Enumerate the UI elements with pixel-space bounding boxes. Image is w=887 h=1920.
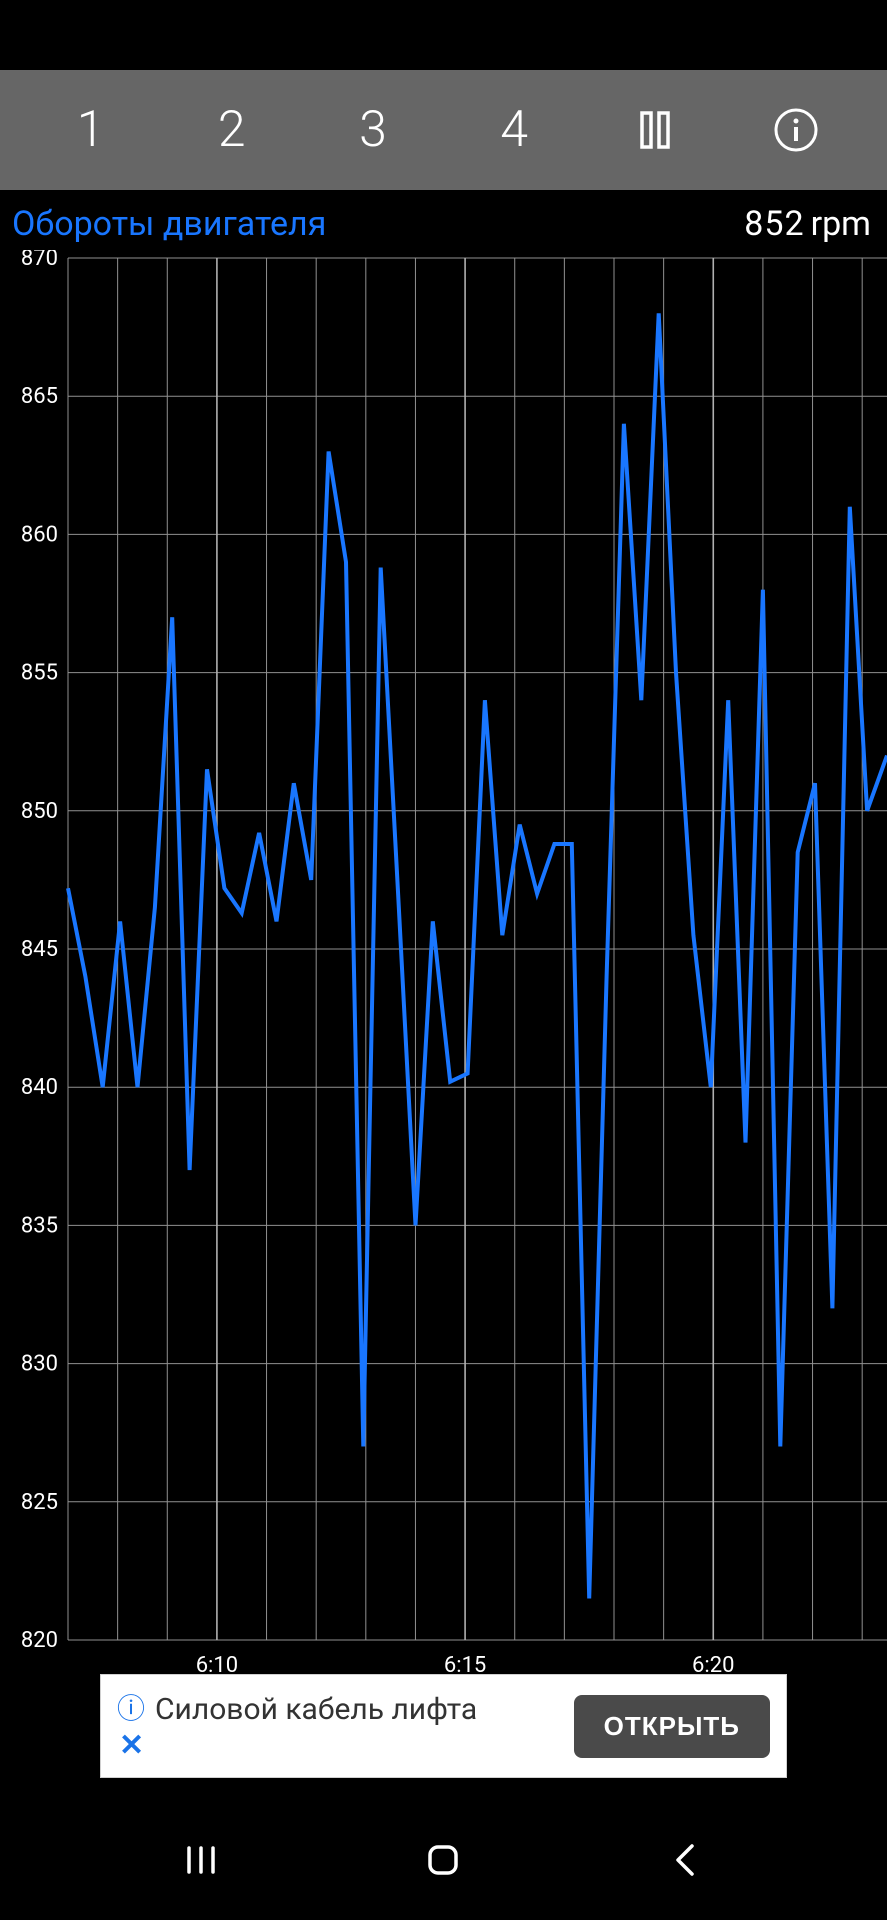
svg-text:840: 840: [21, 1075, 58, 1100]
tab-3[interactable]: 3: [302, 70, 443, 190]
svg-text:845: 845: [21, 937, 58, 962]
value-unit: rpm: [811, 204, 871, 244]
chart-current-value: 852rpm: [744, 204, 871, 244]
ad-open-button[interactable]: ОТКРЫТЬ: [574, 1695, 770, 1758]
value-number: 852: [744, 204, 804, 244]
home-icon: [421, 1838, 465, 1882]
status-bar: [0, 0, 887, 70]
line-chart: 8208258308358408458508558608658706:106:1…: [0, 250, 887, 1690]
svg-text:865: 865: [21, 384, 58, 409]
svg-text:820: 820: [21, 1628, 58, 1653]
tab-4[interactable]: 4: [444, 70, 585, 190]
svg-text:835: 835: [21, 1213, 58, 1238]
toolbar: 1 2 3 4: [0, 70, 887, 190]
svg-text:830: 830: [21, 1352, 58, 1377]
pause-icon: [632, 107, 678, 153]
svg-text:860: 860: [21, 522, 58, 547]
chart-header: Обороты двигателя 852rpm: [0, 190, 887, 250]
ad-info-icon[interactable]: ⓘ: [117, 1695, 145, 1723]
tab-1[interactable]: 1: [20, 70, 161, 190]
pause-button[interactable]: [585, 70, 726, 190]
recent-icon: [179, 1838, 223, 1882]
ad-text: Силовой кабель лифта: [155, 1692, 477, 1727]
info-button[interactable]: [726, 70, 867, 190]
svg-text:870: 870: [21, 250, 58, 271]
nav-recent-button[interactable]: [171, 1830, 231, 1890]
chart-title: Обороты двигателя: [12, 204, 326, 244]
chart-area[interactable]: 8208258308358408458508558608658706:106:1…: [0, 250, 887, 1690]
info-icon: [773, 107, 819, 153]
nav-home-button[interactable]: [413, 1830, 473, 1890]
svg-text:850: 850: [21, 799, 58, 824]
svg-text:855: 855: [21, 661, 58, 686]
nav-back-button[interactable]: [656, 1830, 716, 1890]
ad-close-icon[interactable]: ✕: [119, 1731, 574, 1761]
back-icon: [664, 1838, 708, 1882]
ad-left: ⓘ Силовой кабель лифта ✕: [117, 1692, 574, 1761]
android-nav-bar: [0, 1800, 887, 1920]
ad-banner[interactable]: ⓘ Силовой кабель лифта ✕ ОТКРЫТЬ: [100, 1674, 787, 1778]
tab-2[interactable]: 2: [161, 70, 302, 190]
svg-text:825: 825: [21, 1490, 58, 1515]
